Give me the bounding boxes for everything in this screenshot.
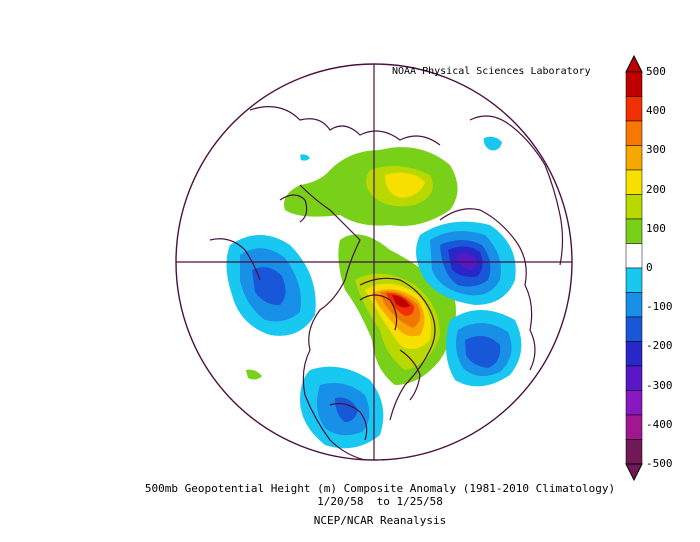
colorbar-tick-label: 500 (646, 65, 666, 78)
small-negative-anomaly (483, 136, 502, 151)
colorbar-swatch (625, 243, 643, 269)
figure-title: 500mb Geopotential Height (m) Composite … (144, 482, 616, 495)
colorbar-tick-label: 0 (646, 261, 653, 274)
map-boundary (175, 63, 573, 461)
colorbar-swatch (625, 267, 643, 293)
colorbar-tick-label: 100 (646, 221, 666, 235)
colorbar-tick-label: 400 (646, 104, 666, 118)
colorbar-arrow-top (625, 54, 643, 73)
colorbar (625, 54, 643, 482)
colorbar-swatch (625, 218, 643, 244)
colorbar-swatch (625, 169, 643, 195)
colorbar-swatch (625, 439, 643, 465)
colorbar-swatch (625, 316, 643, 342)
colorbar-swatch (625, 365, 643, 391)
credit-label: NOAA Physical Sciences Laboratory (392, 66, 591, 77)
colorbar-swatch (625, 71, 643, 97)
colorbar-swatch (625, 194, 643, 220)
colorbar-swatch (625, 96, 643, 122)
colorbar-tick-label: -400 (646, 417, 673, 431)
colorbar-tick-label: -500 (646, 457, 673, 470)
colorbar-arrow-bottom (625, 463, 643, 482)
graticule (176, 64, 572, 460)
colorbar-swatch (625, 341, 643, 367)
colorbar-swatch (625, 145, 643, 171)
colorbar-tick-label: -200 (646, 339, 673, 353)
negative-anomaly-atlantic (446, 310, 522, 387)
colorbar-swatch (625, 292, 643, 318)
colorbar-tick-label: 300 (646, 143, 666, 157)
negative-anomaly-siberia (416, 221, 516, 305)
coastlines (209, 106, 564, 460)
negative-anomaly-usa (300, 366, 384, 449)
colorbar-tick-label: 200 (646, 182, 666, 196)
colorbar-tick-label: -300 (646, 378, 673, 392)
positive-anomaly-north (284, 147, 458, 226)
colorbar-swatch (625, 414, 643, 440)
date-range: 1/20/58 to 1/25/58 (317, 495, 443, 508)
colorbar-swatch (625, 390, 643, 416)
negative-anomaly-pacific (226, 235, 316, 336)
colorbar-swatch (625, 120, 643, 146)
anomaly-map (175, 63, 573, 461)
colorbar-tick-label: -100 (646, 300, 673, 314)
small-positive-anomaly (246, 369, 262, 380)
dataset-label: NCEP/NCAR Reanalysis (313, 514, 447, 527)
small-negative-anomaly-2 (300, 154, 310, 161)
